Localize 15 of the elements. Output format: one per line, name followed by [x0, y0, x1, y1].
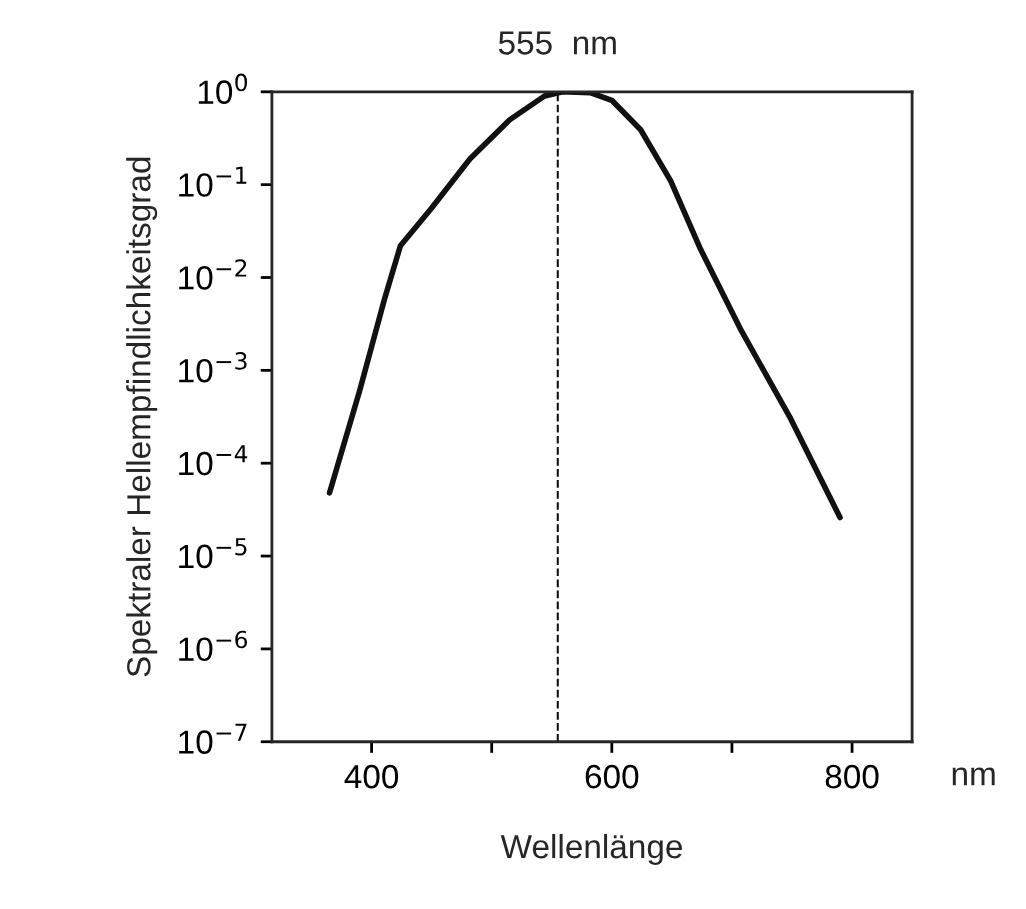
y-tick-label: 10$^{−4}$	[179, 445, 248, 476]
x-tick-label: 800	[825, 764, 879, 789]
y-tick-label: 10$^{0}$	[198, 73, 248, 104]
y-axis-title: Spektraler Hellempfindlichkeitsgrad	[126, 157, 158, 677]
y-tick-label: 10$^{−6}$	[179, 630, 247, 662]
text: nm	[952, 767, 995, 786]
x-tick-label: 400	[344, 764, 399, 789]
y-tick-label: 10$^{−5}$	[179, 538, 247, 569]
ref-line-label: 555 nm	[498, 31, 616, 55]
y-tick-label: 10$^{−1}$	[179, 166, 247, 197]
y-tick-label: 10$^{−7}$	[179, 723, 247, 754]
x-axis-title: Wellenlänge	[500, 833, 682, 865]
y-tick-label: 10$^{−2}$	[179, 259, 247, 290]
y-tick-label: 10$^{−3}$	[179, 352, 247, 383]
x-tick-label: 600	[585, 764, 639, 789]
